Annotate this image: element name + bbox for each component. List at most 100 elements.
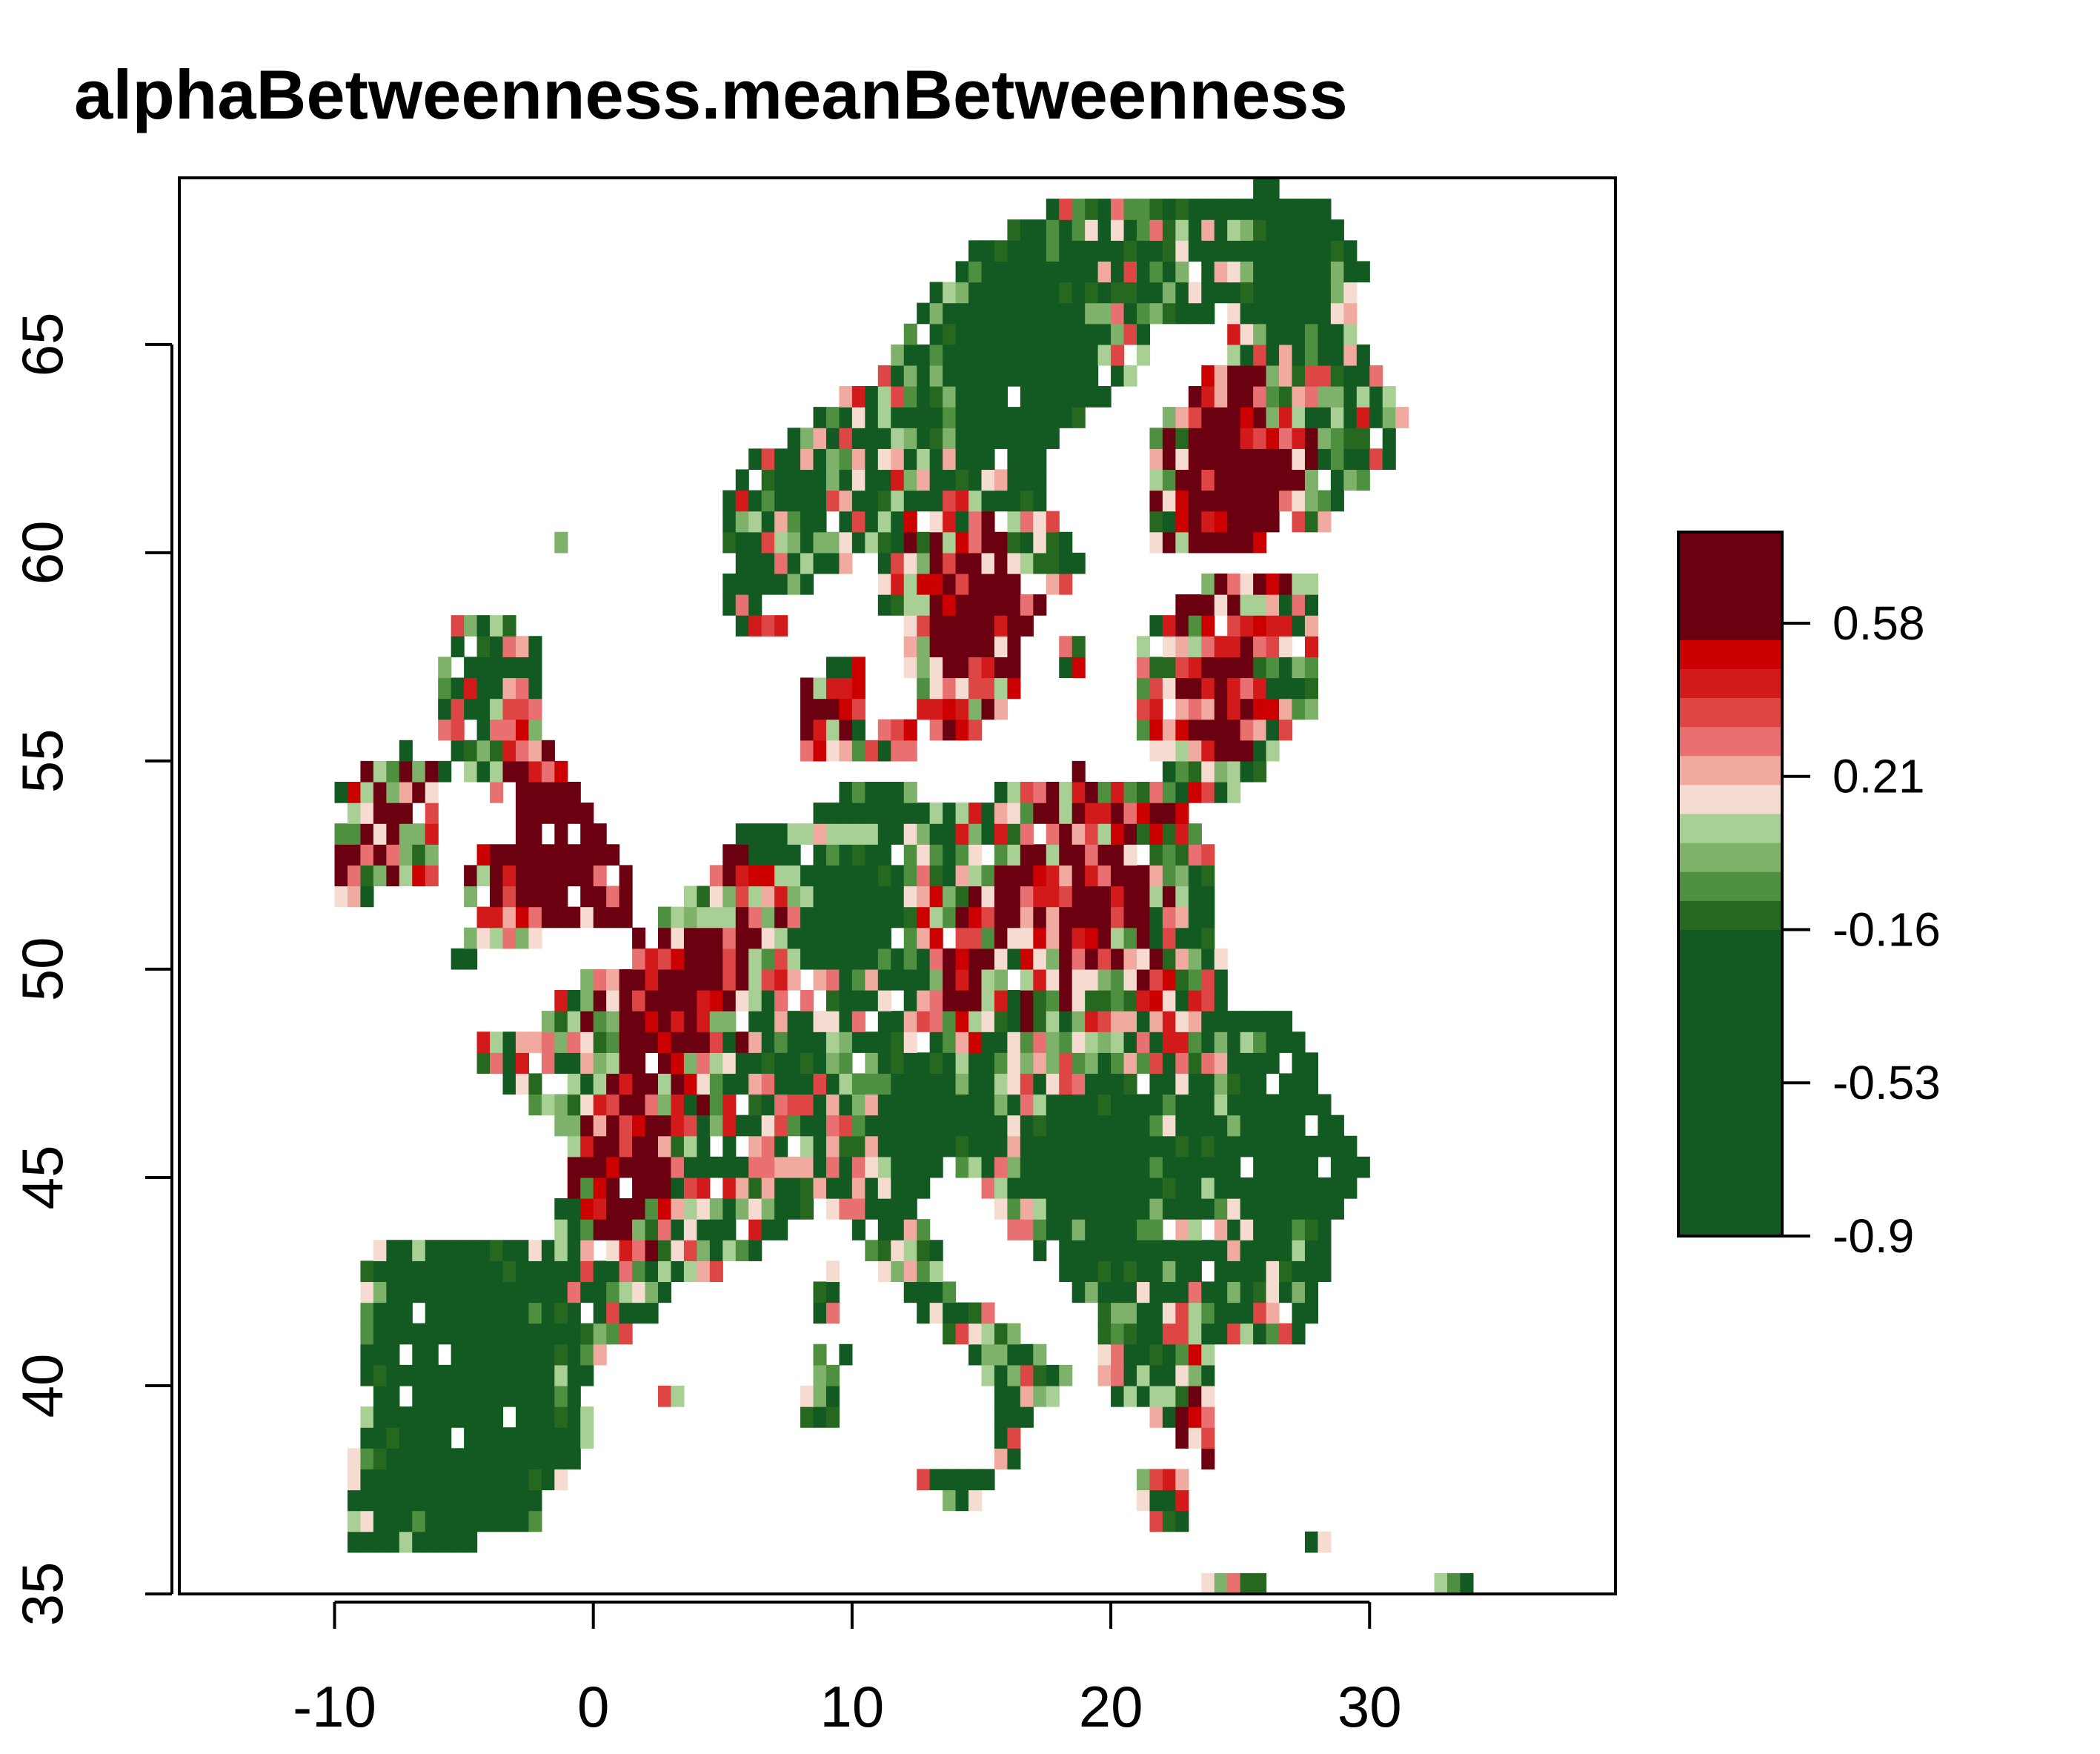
raster-cell: [658, 1219, 672, 1240]
raster-cell: [490, 677, 504, 700]
raster-cell: [619, 1073, 633, 1095]
raster-cell: [943, 969, 957, 991]
raster-cell: [567, 1281, 581, 1303]
raster-cell: [567, 990, 581, 1011]
raster-cell: [476, 1510, 491, 1532]
raster-cell: [1175, 594, 1189, 616]
raster-cell: [877, 906, 891, 929]
raster-cell: [1059, 365, 1073, 387]
raster-cell: [412, 1489, 426, 1512]
raster-cell: [865, 823, 879, 845]
raster-cell: [606, 1073, 620, 1095]
raster-cell: [386, 1531, 400, 1553]
raster-cell: [917, 594, 931, 616]
raster-cell: [955, 886, 969, 908]
raster-cell: [502, 865, 516, 887]
raster-cell: [761, 948, 775, 970]
raster-cell: [360, 1343, 374, 1366]
raster-cell: [943, 1469, 957, 1491]
raster-cell: [1240, 1114, 1254, 1137]
raster-cell: [567, 1323, 581, 1345]
raster-cell: [994, 1094, 1009, 1116]
raster-cell: [761, 1177, 775, 1199]
raster-cell: [1162, 636, 1176, 657]
raster-cell: [1137, 927, 1151, 949]
raster-cell: [1201, 199, 1215, 220]
raster-cell: [567, 1052, 581, 1074]
raster-cell: [813, 844, 827, 866]
raster-cell: [917, 365, 931, 387]
raster-cell: [1175, 1302, 1189, 1324]
raster-cell: [580, 1198, 594, 1220]
raster-cell: [994, 698, 1009, 720]
raster-cell: [1059, 1135, 1073, 1157]
raster-cell: [943, 1489, 957, 1512]
raster-cell: [1214, 636, 1228, 657]
raster-cell: [1175, 1489, 1189, 1512]
raster-cell: [891, 781, 905, 803]
raster-cell: [981, 1156, 995, 1178]
raster-cell: [825, 969, 840, 991]
raster-cell: [425, 844, 439, 866]
raster-cell: [955, 469, 969, 491]
raster-cell: [813, 740, 827, 762]
raster-cell: [865, 1073, 879, 1095]
raster-cell: [1356, 365, 1370, 387]
raster-cell: [360, 1406, 374, 1428]
raster-cell: [476, 1032, 491, 1053]
raster-cell: [774, 511, 788, 533]
raster-cell: [425, 760, 439, 783]
raster-cell: [464, 1385, 478, 1407]
raster-cell: [877, 1114, 891, 1137]
raster-cell: [528, 1489, 542, 1512]
raster-cell: [1046, 990, 1060, 1011]
raster-cell: [1201, 1572, 1215, 1595]
raster-cell: [1266, 240, 1280, 262]
raster-cell: [606, 886, 620, 908]
raster-cell: [1175, 1198, 1189, 1220]
raster-cell: [1382, 386, 1396, 408]
raster-cell: [1292, 657, 1306, 679]
raster-cell: [865, 886, 879, 908]
raster-cell: [1266, 594, 1280, 616]
raster-cell: [1007, 1364, 1021, 1386]
raster-cell: [541, 1011, 555, 1032]
raster-cell: [1447, 1572, 1461, 1595]
raster-cell: [451, 1406, 465, 1428]
raster-cell: [1033, 1032, 1047, 1053]
raster-cell: [1020, 927, 1034, 949]
raster-cell: [981, 511, 995, 533]
raster-cell: [1085, 219, 1099, 241]
raster-cell: [554, 1364, 568, 1386]
raster-cell: [1007, 428, 1021, 449]
raster-cell: [671, 1240, 685, 1261]
raster-cell: [1175, 719, 1189, 741]
raster-cell: [1162, 1281, 1176, 1303]
raster-cell: [1201, 1073, 1215, 1095]
raster-cell: [697, 1260, 711, 1283]
raster-cell: [658, 1156, 672, 1178]
raster-cell: [1240, 1302, 1254, 1324]
raster-cell: [1304, 407, 1319, 428]
raster-cell: [412, 1406, 426, 1428]
raster-cell: [1149, 1364, 1163, 1386]
raster-cell: [761, 1156, 775, 1178]
raster-cell: [929, 282, 943, 304]
raster-cell: [1266, 1240, 1280, 1261]
raster-cell: [515, 1427, 530, 1449]
raster-cell: [567, 844, 581, 866]
raster-cell: [968, 927, 983, 949]
raster-cell: [929, 594, 943, 616]
raster-cell: [1071, 969, 1086, 991]
raster-cell: [865, 990, 879, 1011]
raster-cell: [1007, 261, 1021, 283]
raster-cell: [903, 969, 917, 991]
raster-cell: [1214, 1572, 1228, 1595]
raster-cell: [515, 1323, 530, 1345]
raster-cell: [891, 407, 905, 428]
raster-cell: [580, 1052, 594, 1074]
raster-cell: [761, 615, 775, 637]
raster-cell: [1266, 615, 1280, 637]
raster-cell: [1343, 407, 1358, 428]
raster-cell: [877, 969, 891, 991]
